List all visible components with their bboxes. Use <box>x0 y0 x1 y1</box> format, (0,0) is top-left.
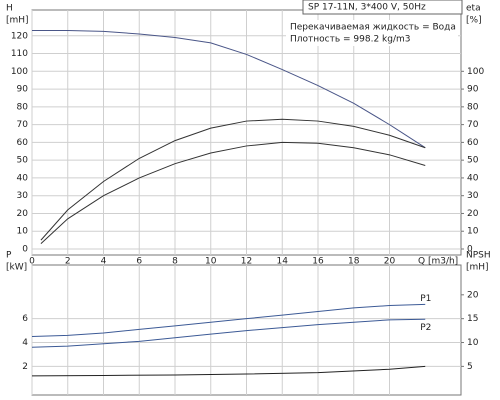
y-axis-label: [kW] <box>6 263 27 273</box>
chart-title: SP 17-11N, 3*400 V, 50Hz <box>308 3 426 13</box>
y2-axis-label: [%] <box>466 16 482 26</box>
curve <box>32 29 426 149</box>
y2-tick-label: 40 <box>467 173 479 183</box>
annotation: Перекачиваемая жидкость = Вода <box>290 23 456 33</box>
y2-tick-label: 5 <box>467 362 473 372</box>
y-tick-label: 0 <box>22 245 28 255</box>
x-tick-label: 12 <box>241 257 252 267</box>
legend-label: P2 <box>420 323 431 333</box>
x-tick-label: 10 <box>205 257 217 267</box>
y2-axis-label: NPSH <box>466 251 491 261</box>
y2-tick-label: 50 <box>467 156 479 166</box>
y2-tick-label: 15 <box>467 314 478 324</box>
y2-tick-label: 10 <box>467 338 479 348</box>
x-tick-label: 16 <box>312 257 324 267</box>
y-tick-label: 110 <box>11 49 28 59</box>
y2-tick-label: 30 <box>467 191 479 201</box>
y-tick-label: 70 <box>17 120 29 130</box>
curve <box>31 365 426 377</box>
x-tick-label: 2 <box>65 257 71 267</box>
y-tick-label: 20 <box>17 209 29 219</box>
y2-axis-label: [mH] <box>466 263 489 273</box>
x-tick-label: 6 <box>136 257 142 267</box>
y-tick-label: 100 <box>11 67 28 77</box>
y-tick-label: 120 <box>11 31 28 41</box>
y2-tick-label: 100 <box>467 67 484 77</box>
y-axis-label: [mH] <box>6 16 29 26</box>
x-tick-label: 0 <box>29 257 35 267</box>
x-tick-label: 20 <box>384 257 396 267</box>
y-axis-label: P <box>6 251 12 261</box>
x-tick-label: 4 <box>101 257 107 267</box>
x-tick-label: 18 <box>348 257 360 267</box>
y-tick-label: 60 <box>17 138 29 148</box>
y-tick-label: 80 <box>17 102 29 112</box>
y2-tick-label: 10 <box>467 227 479 237</box>
curve <box>40 141 426 245</box>
y2-axis-label: eta <box>466 4 481 14</box>
y-tick-label: 4 <box>22 338 28 348</box>
y2-tick-label: 0 <box>467 245 473 255</box>
x-tick-label: 14 <box>277 257 289 267</box>
title-box <box>302 0 463 15</box>
y2-tick-label: 20 <box>467 209 479 219</box>
annotation-box <box>286 20 458 46</box>
legend-label: P1 <box>420 294 431 304</box>
y2-tick-label: 80 <box>467 102 479 112</box>
curve <box>40 118 426 241</box>
curve <box>31 303 426 338</box>
y-axis-label: H <box>6 4 13 14</box>
y2-tick-label: 20 <box>467 290 479 300</box>
y-tick-label: 6 <box>22 314 28 324</box>
y2-tick-label: 90 <box>467 85 479 95</box>
y2-tick-label: 70 <box>467 120 479 130</box>
y-tick-label: 2 <box>22 362 28 372</box>
y-tick-label: 40 <box>17 173 29 183</box>
annotation: Плотность = 998.2 kg/m3 <box>290 35 411 45</box>
x-axis-label: Q [m3/h] <box>418 257 458 267</box>
y-tick-label: 90 <box>17 85 29 95</box>
y-tick-label: 30 <box>17 191 29 201</box>
curve <box>31 318 426 348</box>
y-tick-label: 50 <box>17 156 29 166</box>
y-tick-label: 10 <box>17 227 29 237</box>
x-tick-label: 8 <box>172 257 178 267</box>
y2-tick-label: 60 <box>467 138 479 148</box>
